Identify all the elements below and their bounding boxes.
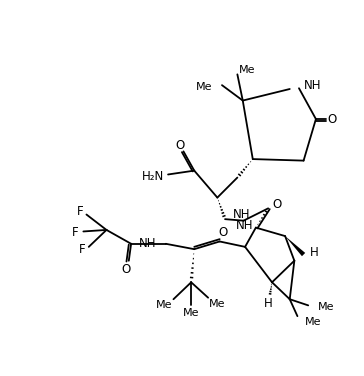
Text: Me: Me	[156, 300, 173, 310]
Polygon shape	[285, 236, 305, 256]
Text: H₂N: H₂N	[142, 170, 164, 182]
Text: NH: NH	[304, 79, 321, 92]
Text: O: O	[175, 139, 184, 153]
Text: O: O	[273, 198, 282, 211]
Text: NH: NH	[233, 208, 251, 221]
Text: Me: Me	[305, 317, 322, 327]
Text: Me: Me	[239, 65, 256, 75]
Text: O: O	[328, 112, 337, 126]
Text: NH: NH	[139, 237, 157, 250]
Text: F: F	[77, 205, 84, 218]
Text: NH: NH	[236, 219, 253, 232]
Text: Me: Me	[183, 308, 199, 318]
Text: F: F	[79, 243, 85, 256]
Text: Me: Me	[317, 302, 334, 312]
Text: F: F	[72, 226, 79, 240]
Text: O: O	[121, 264, 130, 276]
Text: Me: Me	[196, 82, 213, 92]
Text: Me: Me	[209, 299, 226, 309]
Text: O: O	[218, 226, 228, 239]
Text: H: H	[264, 297, 273, 310]
Text: H: H	[310, 246, 318, 259]
